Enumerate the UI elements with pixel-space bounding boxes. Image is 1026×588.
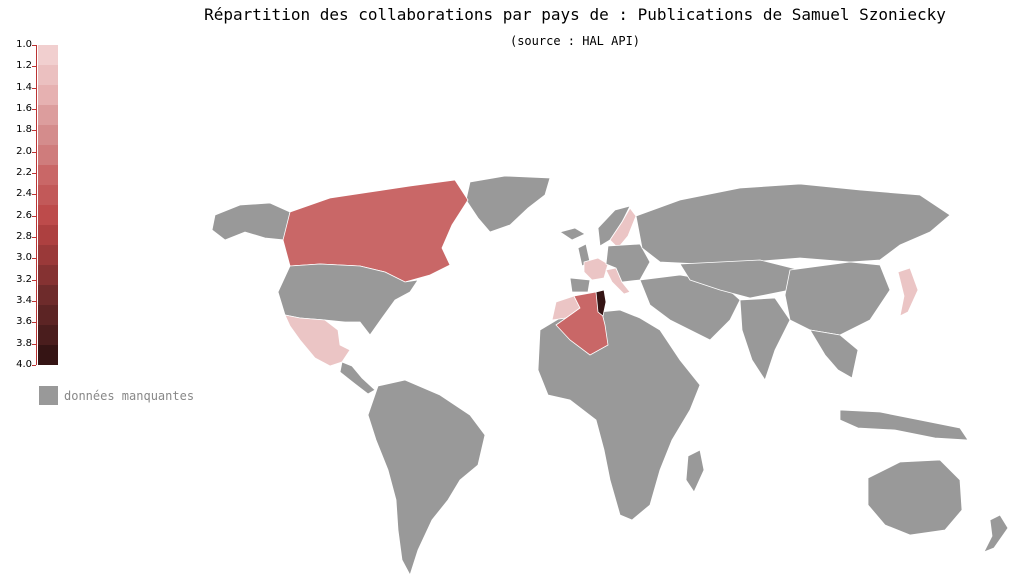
country-mexico[interactable] (284, 314, 351, 367)
legend-color-step (38, 125, 58, 145)
legend-tick-mark (32, 66, 36, 68)
legend-color-step (38, 325, 58, 345)
legend-color-step (38, 285, 58, 305)
legend-color-step (38, 85, 58, 105)
country-france[interactable] (583, 257, 609, 281)
missing-data-legend: données manquantes (39, 386, 194, 405)
legend-tick-mark (32, 343, 36, 345)
legend-color-step (38, 165, 58, 185)
legend-tick-mark (32, 194, 36, 196)
country-tunisia[interactable] (595, 289, 607, 317)
country-china[interactable] (784, 261, 891, 336)
legend-tick-label: 2.8 (16, 231, 32, 242)
legend-color-step (38, 105, 58, 125)
legend-color-step (38, 305, 58, 325)
country-india[interactable] (739, 297, 791, 381)
country-new-zealand[interactable] (983, 514, 1009, 553)
country-japan[interactable] (897, 267, 919, 317)
legend-tick-label: 3.8 (16, 337, 32, 349)
legend-tick-label: 2.4 (16, 188, 32, 200)
legend-tick-label: 2.0 (16, 145, 32, 157)
country-spain[interactable] (569, 277, 591, 293)
country-iceland[interactable] (559, 227, 586, 241)
legend-color-step (38, 185, 58, 205)
legend-tick-label: 1.4 (16, 81, 32, 93)
legend-color-step (38, 205, 58, 225)
legend-color-step (38, 65, 58, 85)
map-subtitle: (source : HAL API) (509, 34, 641, 48)
legend-tick-mark (32, 45, 36, 46)
legend-tick-label: 3.6 (16, 316, 32, 328)
legend-tick-mark (32, 258, 36, 260)
legend-tick-label: 4.0 (16, 359, 32, 370)
legend-tick-mark (32, 109, 36, 110)
legend-tick-mark (32, 301, 36, 302)
legend-tick-mark (32, 279, 36, 281)
legend-tick-label: 1.0 (16, 39, 32, 50)
legend-tick-label: 3.4 (16, 295, 32, 306)
legend-color-step (38, 265, 58, 285)
country-australia[interactable] (867, 459, 963, 536)
legend-color-step (38, 225, 58, 245)
country-indonesia[interactable] (839, 409, 969, 441)
legend-color-step (38, 345, 58, 365)
map-title: Répartition des collaborations par pays … (204, 5, 946, 24)
legend-color-step (38, 145, 58, 165)
legend-tick-label: 1.6 (16, 103, 32, 114)
legend-tick-mark (32, 322, 36, 324)
legend-tick-label: 2.6 (16, 209, 32, 221)
legend-color-step (38, 45, 58, 65)
legend-tick-label: 3.2 (16, 273, 32, 285)
country-greenland[interactable] (465, 175, 551, 233)
color-legend: 1.0 1.2 1.4 1.6 1.8 2.0 2.2 2.4 2.6 2.8 3.0 3.2 3.4 3… (0, 39, 70, 370)
legend-color-step (38, 245, 58, 265)
missing-data-label: données manquantes (64, 388, 195, 403)
country-south-america[interactable] (367, 379, 486, 577)
legend-tick-mark (32, 173, 36, 174)
legend-tick-label: 1.2 (16, 60, 32, 72)
legend-tick-mark (32, 87, 36, 89)
legend-color-scale (38, 45, 58, 365)
country-central-america[interactable] (339, 361, 376, 395)
legend-tick-label: 2.2 (16, 167, 32, 178)
legend-ticks: 1.0 1.2 1.4 1.6 1.8 2.0 2.2 2.4 2.6 2.8 3.0 3.2 3.4 3… (0, 39, 36, 370)
country-africa[interactable] (537, 309, 701, 521)
legend-tick-mark (32, 130, 36, 132)
country-madagascar[interactable] (685, 449, 705, 493)
legend-tick-mark (32, 151, 36, 153)
country-alaska[interactable] (211, 202, 291, 241)
legend-axis (36, 45, 37, 365)
missing-data-swatch (39, 386, 58, 405)
legend-tick-mark (32, 215, 36, 217)
legend-tick-label: 3.0 (16, 252, 32, 264)
country-central-asia[interactable] (679, 259, 801, 299)
legend-tick-mark (32, 237, 36, 238)
legend-tick-mark (32, 365, 36, 366)
country-southeast-asia[interactable] (809, 329, 859, 379)
legend-tick-label: 1.8 (16, 124, 32, 136)
country-russia[interactable] (635, 183, 951, 265)
